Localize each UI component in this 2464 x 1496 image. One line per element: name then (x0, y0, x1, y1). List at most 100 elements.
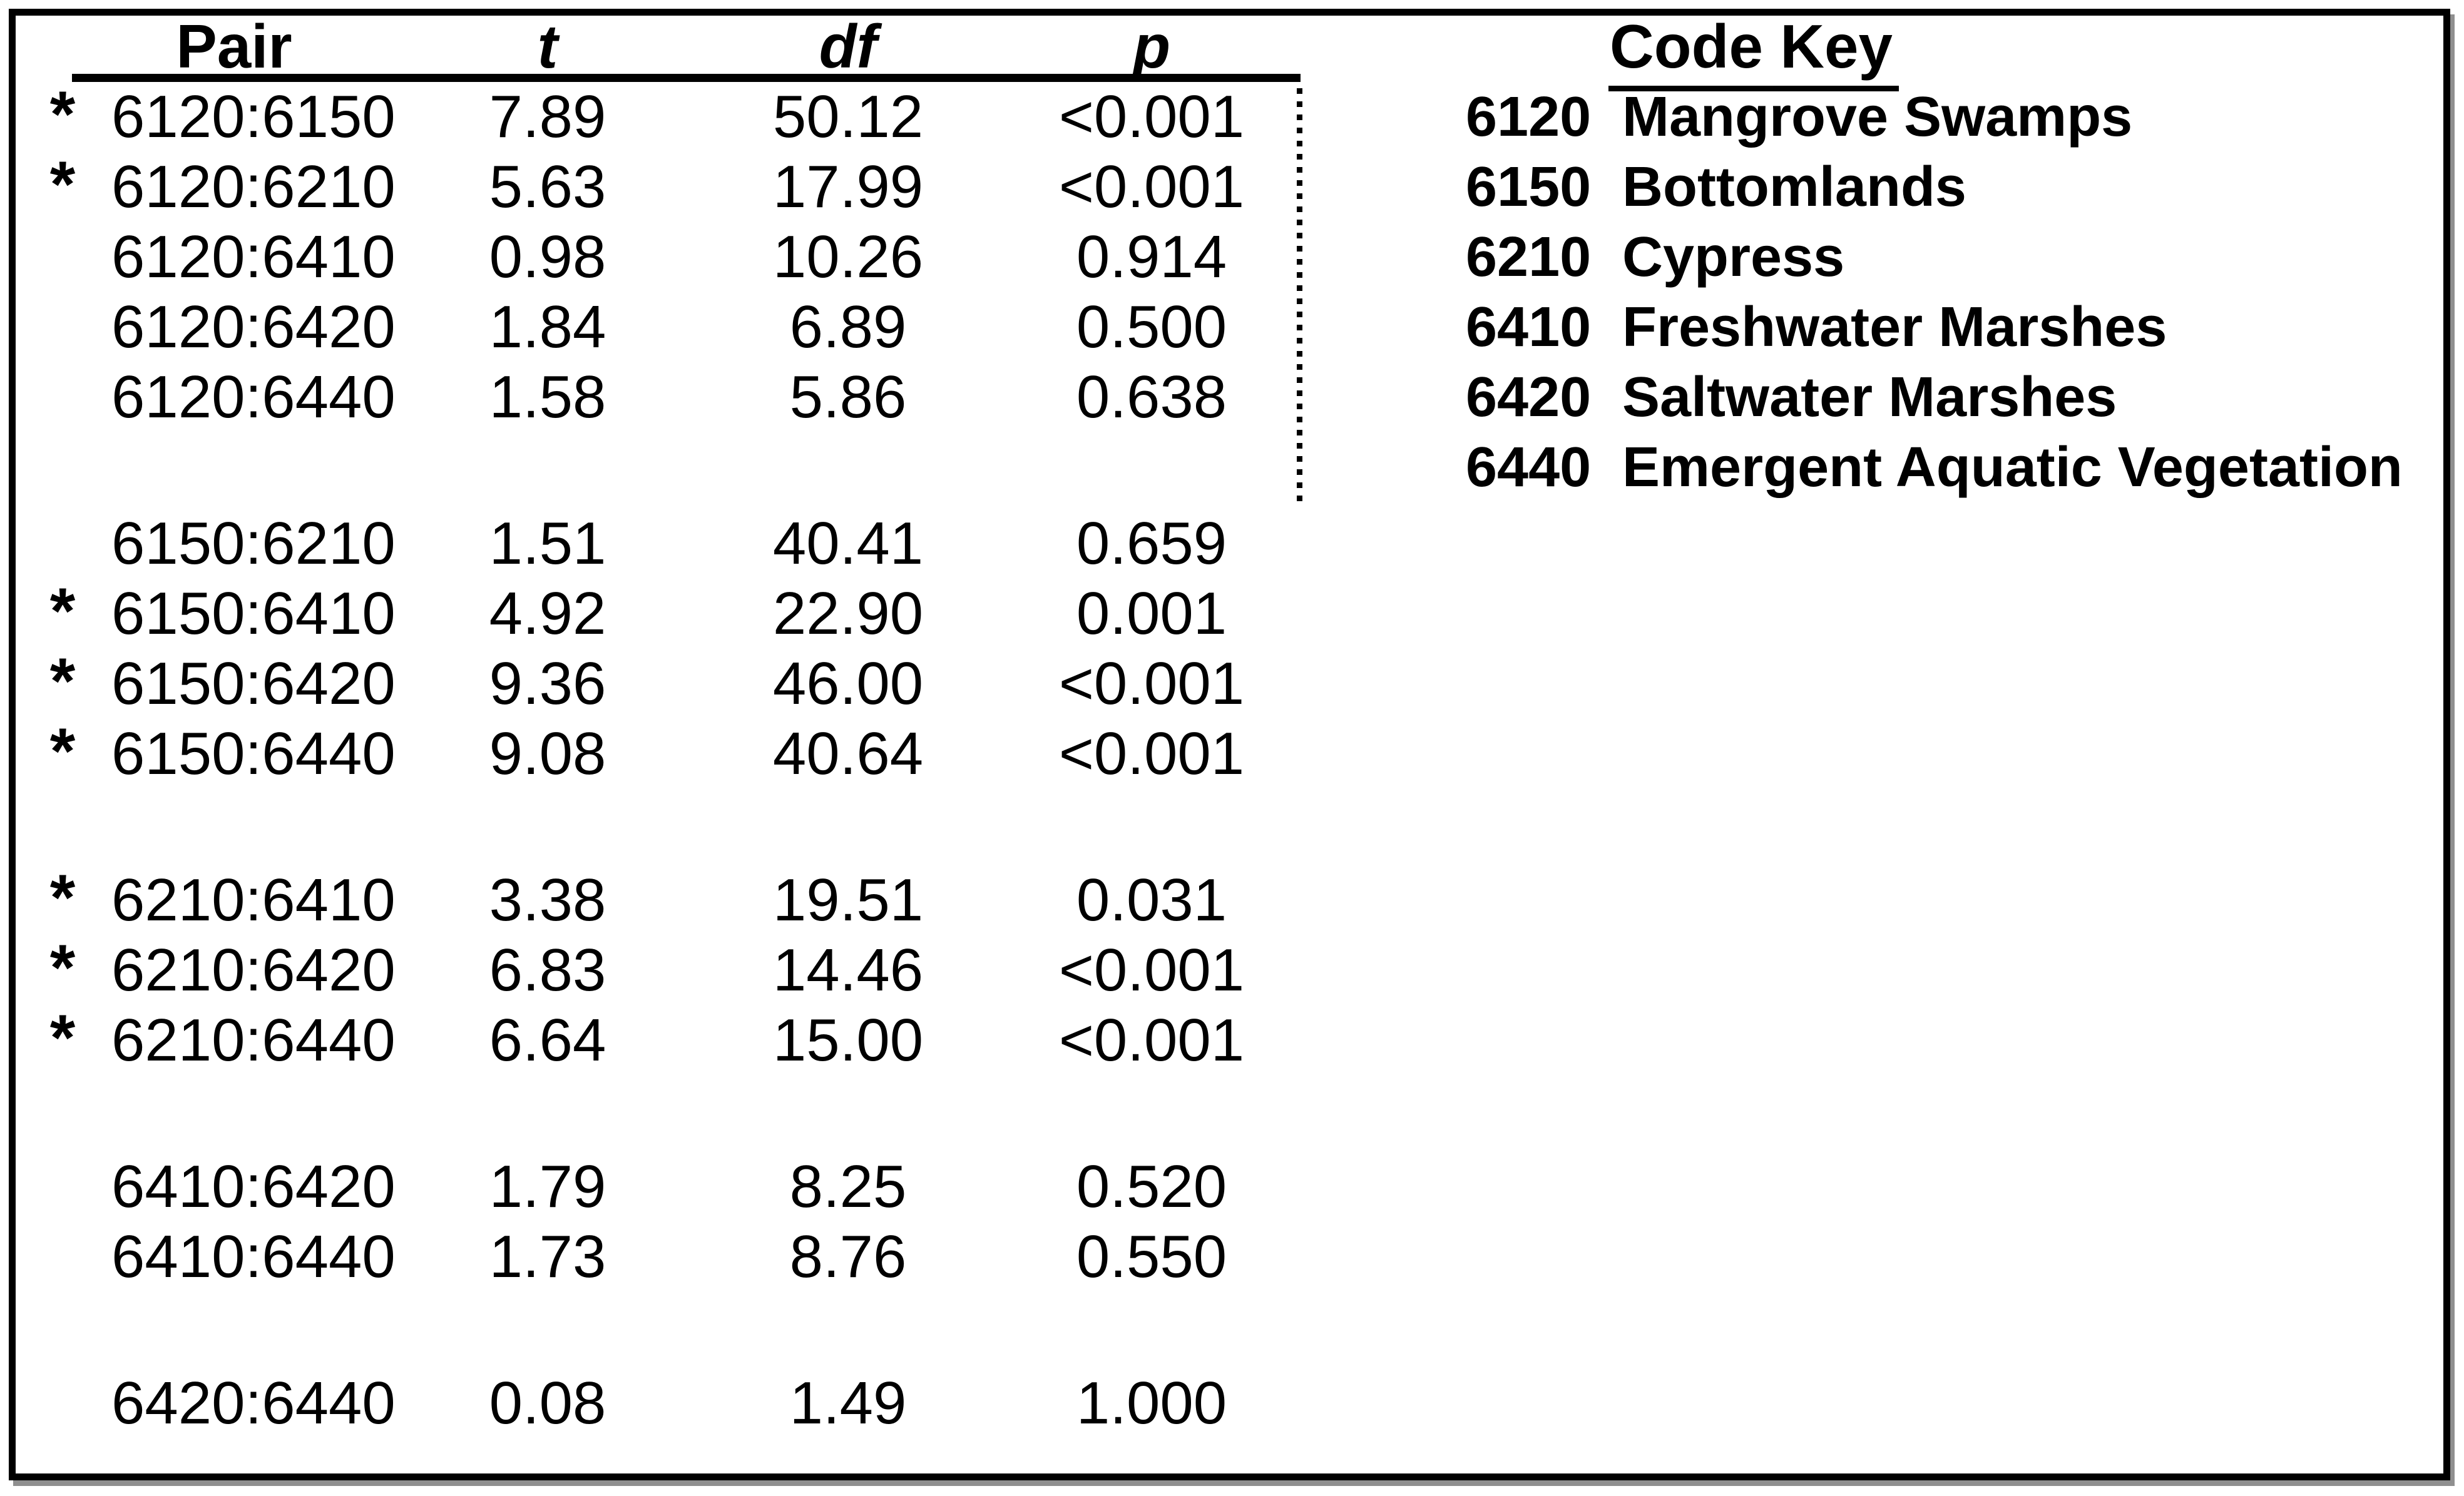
code-key-title: Code Key (1608, 11, 1899, 91)
significance-asterisk: * (49, 931, 76, 1004)
df-value-cell: 15.00 (772, 1007, 924, 1074)
pair-cell: 6150:6410 (111, 580, 396, 647)
pair-cell: 6150:6420 (111, 650, 396, 717)
p-value-cell: 0.638 (1076, 364, 1227, 430)
p-value-cell: 0.500 (1076, 293, 1227, 360)
t-value-cell: 6.64 (489, 1007, 606, 1074)
table-row: * 6210:6410 3.38 19.51 0.031 (38, 862, 1322, 935)
table-row: * 6120:6210 5.63 17.99 <0.001 (38, 148, 1322, 222)
pair-cell: 6210:6420 (111, 937, 396, 1004)
pair-column-header: Pair (176, 12, 292, 81)
dotted-divider (1297, 88, 1302, 501)
p-value-cell: 0.659 (1076, 510, 1227, 577)
table-row: 6120:6440 1.58 5.86 0.638 (38, 362, 1322, 432)
table-row: 6420:6440 0.08 1.49 1.000 (38, 1368, 1322, 1438)
pair-cell: 6120:6410 (111, 223, 396, 290)
df-value-cell: 19.51 (772, 867, 924, 934)
p-value-cell: 0.031 (1076, 867, 1227, 934)
df-value-cell: 1.49 (789, 1370, 907, 1437)
p-value-cell: 0.550 (1076, 1223, 1227, 1290)
pair-cell: 6150:6440 (111, 720, 396, 787)
table-row: 6120:6420 1.84 6.89 0.500 (38, 292, 1322, 362)
df-value-cell: 46.00 (772, 650, 924, 717)
code-key-row: 6420 Saltwater Marshes (1466, 362, 2403, 432)
table-body: * 6120:6150 7.89 50.12 <0.001 * 6120:6210 5.63 1… (38, 78, 1322, 1438)
p-value-cell: <0.001 (1058, 650, 1245, 717)
group-gap (38, 1292, 1322, 1368)
t-column-header: t (537, 12, 558, 81)
code-key-title-row: Code Key (1608, 11, 2403, 91)
code-key-code: 6410 (1466, 295, 1592, 359)
code-key-label: Mangrove Swamps (1622, 85, 2133, 148)
pair-cell: 6410:6420 (111, 1153, 396, 1220)
header-rule (72, 74, 1301, 82)
p-value-cell: 0.520 (1076, 1153, 1227, 1220)
t-value-cell: 1.51 (489, 510, 606, 577)
code-key-label: Cypress (1622, 225, 1845, 288)
group-gap (38, 789, 1322, 865)
significance-asterisk: * (49, 574, 76, 648)
significance-asterisk: * (49, 715, 76, 788)
df-value-cell: 22.90 (772, 580, 924, 647)
t-value-cell: 4.92 (489, 580, 606, 647)
t-value-cell: 7.89 (489, 83, 606, 150)
code-key-code: 6440 (1466, 435, 1592, 499)
t-value-cell: 1.79 (489, 1153, 606, 1220)
table-row: 6410:6440 1.73 8.76 0.550 (38, 1222, 1322, 1292)
table-row: * 6150:6410 4.92 22.90 0.001 (38, 575, 1322, 649)
pair-cell: 6420:6440 (111, 1370, 396, 1437)
code-key-label: Saltwater Marshes (1622, 365, 2117, 429)
df-value-cell: 50.12 (772, 83, 924, 150)
pair-cell: 6120:6420 (111, 293, 396, 360)
pair-cell: 6410:6440 (111, 1223, 396, 1290)
p-value-cell: <0.001 (1058, 720, 1245, 787)
table-row: * 6150:6440 9.08 40.64 <0.001 (38, 715, 1322, 789)
code-key-row: 6150 Bottomlands (1466, 152, 2403, 222)
p-value-cell: <0.001 (1058, 1007, 1245, 1074)
code-key-label: Freshwater Marshes (1622, 295, 2167, 359)
t-value-cell: 1.84 (489, 293, 606, 360)
t-value-cell: 3.38 (489, 867, 606, 934)
t-value-cell: 6.83 (489, 937, 606, 1004)
code-key-code: 6150 (1466, 155, 1592, 218)
df-value-cell: 40.41 (772, 510, 924, 577)
significance-asterisk: * (49, 148, 76, 221)
pair-cell: 6120:6210 (111, 153, 396, 220)
code-key-row: 6440 Emergent Aquatic Vegetation (1466, 432, 2403, 502)
p-value-cell: <0.001 (1058, 153, 1245, 220)
figure-border (9, 9, 2450, 1480)
code-key-label: Emergent Aquatic Vegetation (1622, 435, 2403, 499)
t-value-cell: 0.98 (489, 223, 606, 290)
code-key-row: 6410 Freshwater Marshes (1466, 292, 2403, 362)
df-value-cell: 40.64 (772, 720, 924, 787)
significance-asterisk: * (49, 644, 76, 718)
table-row: 6120:6410 0.98 10.26 0.914 (38, 222, 1322, 292)
p-value-cell: <0.001 (1058, 83, 1245, 150)
t-value-cell: 1.58 (489, 364, 606, 430)
df-value-cell: 10.26 (772, 223, 924, 290)
significance-asterisk: * (49, 861, 76, 934)
table-row: * 6210:6440 6.64 15.00 <0.001 (38, 1002, 1322, 1076)
significance-asterisk: * (49, 1001, 76, 1074)
code-key-code: 6420 (1466, 365, 1592, 429)
df-value-cell: 14.46 (772, 937, 924, 1004)
df-value-cell: 17.99 (772, 153, 924, 220)
t-value-cell: 9.08 (489, 720, 606, 787)
t-value-cell: 1.73 (489, 1223, 606, 1290)
df-column-header: df (819, 12, 877, 81)
pair-cell: 6210:6440 (111, 1007, 396, 1074)
df-value-cell: 6.89 (789, 293, 907, 360)
table-row: * 6210:6420 6.83 14.46 <0.001 (38, 932, 1322, 1005)
code-key-code: 6120 (1466, 85, 1592, 148)
p-value-cell: <0.001 (1058, 937, 1245, 1004)
p-value-cell: 0.001 (1076, 580, 1227, 647)
t-value-cell: 9.36 (489, 650, 606, 717)
table-row: 6150:6210 1.51 40.41 0.659 (38, 509, 1322, 579)
table-row: * 6120:6150 7.89 50.12 <0.001 (38, 78, 1322, 152)
p-value-cell: 1.000 (1076, 1370, 1227, 1437)
p-value-cell: 0.914 (1076, 223, 1227, 290)
pair-cell: 6150:6210 (111, 510, 396, 577)
pair-cell: 6210:6410 (111, 867, 396, 934)
code-key-entries: 6120 Mangrove Swamps 6150 Bottomlands 6210 Cy… (1466, 82, 2403, 502)
code-key-row: 6120 Mangrove Swamps (1466, 82, 2403, 152)
